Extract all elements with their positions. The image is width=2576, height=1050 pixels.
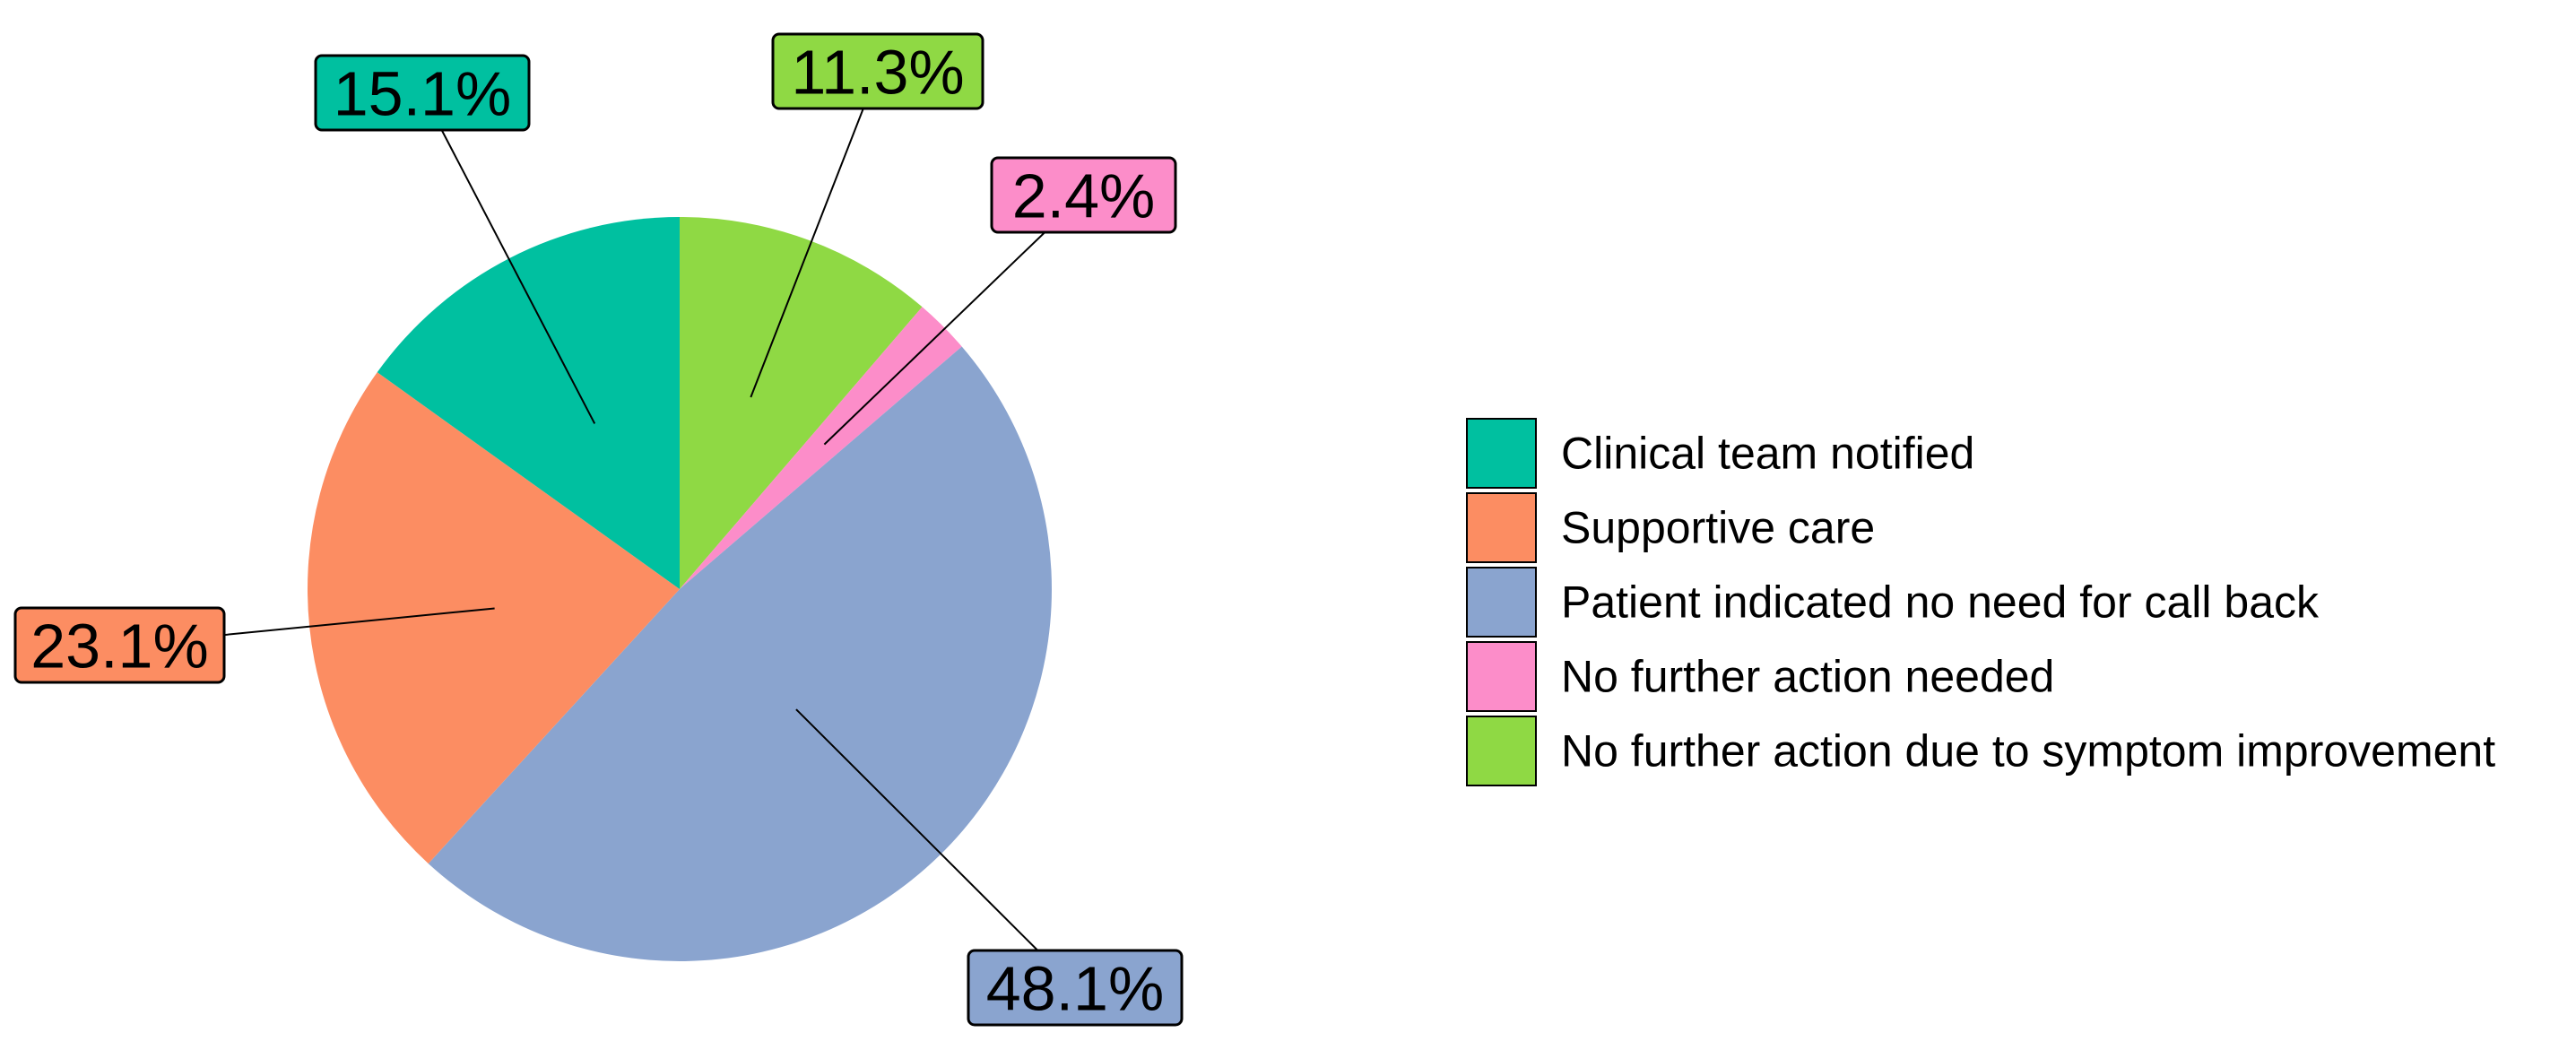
pie-slices	[308, 216, 1052, 961]
legend-swatch	[1466, 492, 1537, 563]
pie-slice-no-further-action-needed	[680, 307, 962, 589]
leader-line-no-further-action-needed	[823, 231, 1046, 446]
pie-slice-supportive-care	[308, 372, 680, 864]
percent-labels: 11.3% 2.4% 48.1% 23.1% 15.1%	[13, 32, 1184, 1027]
percent-label-box	[990, 156, 1177, 234]
label-leader-lines	[223, 108, 1046, 951]
percent-label-text: 15.1%	[334, 59, 511, 129]
percent-label-no-further-action-needed: 2.4%	[990, 156, 1177, 234]
percent-label-box	[314, 54, 531, 132]
percent-label-text: 48.1%	[986, 954, 1164, 1024]
legend-item-supportive-care: Supportive care	[1466, 492, 1875, 563]
legend-swatch	[1466, 418, 1537, 489]
legend-label: Clinical team notified	[1561, 429, 1974, 479]
legend-item-patient-indicated-no-need-for-call-back: Patient indicated no need for call back	[1466, 567, 2320, 638]
leader-line-clinical-team-notified	[440, 129, 596, 424]
percent-label-text: 11.3%	[791, 38, 964, 108]
pie-slice-clinical-team-notified	[377, 216, 680, 589]
leader-line-patient-indicated-no-need-for-call-back	[795, 708, 1039, 951]
percent-label-box	[13, 606, 226, 684]
legend-swatch	[1466, 641, 1537, 712]
leader-line-supportive-care	[223, 607, 495, 637]
percent-label-patient-indicated-no-need-for-call-back: 48.1%	[967, 949, 1184, 1027]
percent-label-no-further-action-due-to-symptom-improvement: 11.3%	[771, 32, 984, 110]
percent-label-clinical-team-notified: 15.1%	[314, 54, 531, 132]
legend-swatch	[1466, 567, 1537, 638]
legend-item-clinical-team-notified: Clinical team notified	[1466, 418, 1974, 489]
legend-label: Patient indicated no need for call back	[1561, 577, 2320, 628]
percent-label-text: 23.1%	[30, 612, 208, 681]
percent-label-box	[967, 949, 1184, 1027]
legend-label: No further action needed	[1561, 652, 2054, 702]
legend-label: No further action due to symptom improve…	[1561, 726, 2495, 777]
legend-item-no-further-action-due-to-symptom-improvement: No further action due to symptom improve…	[1466, 716, 2495, 786]
legend-item-no-further-action-needed: No further action needed	[1466, 641, 2054, 712]
percent-label-box	[771, 32, 984, 110]
pie-slice-patient-indicated-no-need-for-call-back	[428, 346, 1052, 961]
legend: Clinical team notified Supportive care Pat…	[1466, 418, 2495, 786]
percent-label-supportive-care: 23.1%	[13, 606, 226, 684]
pie-slice-no-further-action-due-to-symptom-improvement	[680, 217, 923, 589]
legend-swatch	[1466, 716, 1537, 786]
percent-label-text: 2.4%	[1012, 161, 1156, 231]
leader-line-no-further-action-due-to-symptom-improvement	[750, 108, 864, 398]
legend-label: Supportive care	[1561, 503, 1875, 553]
